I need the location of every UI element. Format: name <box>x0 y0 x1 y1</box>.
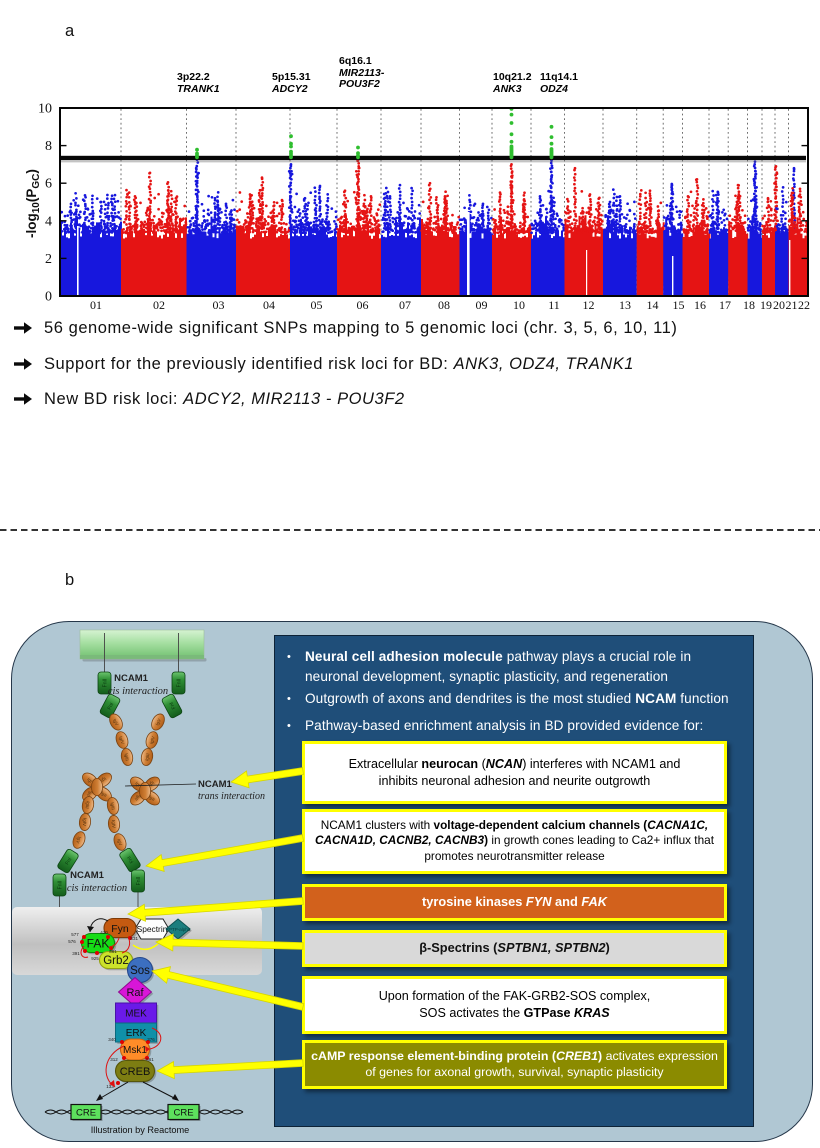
svg-text:17: 17 <box>719 298 731 312</box>
svg-text:14: 14 <box>647 298 659 312</box>
svg-text:-log10(PGC): -log10(PGC) <box>24 169 42 238</box>
svg-text:18: 18 <box>743 298 755 312</box>
svg-text:10: 10 <box>38 102 52 117</box>
svg-text:04: 04 <box>263 298 275 312</box>
svg-text:11: 11 <box>548 298 560 312</box>
svg-text:01: 01 <box>90 298 102 312</box>
svg-text:19: 19 <box>760 298 772 312</box>
svg-text:08: 08 <box>438 298 450 312</box>
svg-text:10: 10 <box>513 298 525 312</box>
svg-text:4: 4 <box>45 214 52 229</box>
svg-text:15: 15 <box>673 298 685 312</box>
svg-text:0: 0 <box>45 290 52 305</box>
svg-text:8: 8 <box>45 139 52 154</box>
svg-text:20: 20 <box>773 298 785 312</box>
svg-text:22: 22 <box>798 298 810 312</box>
svg-text:13: 13 <box>619 298 631 312</box>
svg-text:07: 07 <box>399 298 411 312</box>
svg-text:6: 6 <box>45 177 52 192</box>
svg-text:2: 2 <box>45 252 52 267</box>
svg-text:09: 09 <box>476 298 488 312</box>
svg-text:21: 21 <box>786 298 798 312</box>
svg-text:12: 12 <box>583 298 595 312</box>
svg-text:05: 05 <box>311 298 323 312</box>
svg-text:06: 06 <box>357 298 369 312</box>
svg-text:03: 03 <box>213 298 225 312</box>
svg-text:02: 02 <box>153 298 165 312</box>
svg-text:16: 16 <box>694 298 706 312</box>
